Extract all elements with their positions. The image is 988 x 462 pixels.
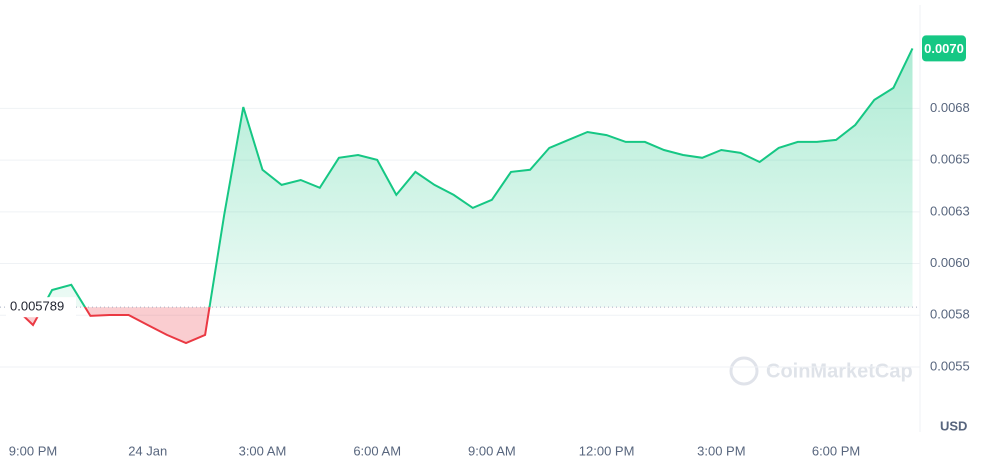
x-tick-label: 3:00 PM	[697, 443, 745, 458]
x-tick-label: 6:00 AM	[353, 443, 401, 458]
y-tick-label: 0.0055	[930, 358, 970, 373]
y-tick-label: 0.0058	[930, 307, 970, 322]
y-tick-label: 0.0068	[930, 100, 970, 115]
x-tick-label: 6:00 PM	[812, 443, 860, 458]
y-tick-label: 0.0063	[930, 203, 970, 218]
watermark-text: CoinMarketCap	[766, 360, 913, 382]
price-line-down	[13, 307, 211, 345]
x-tick-label: 12:00 PM	[579, 443, 635, 458]
y-tick-label: 0.0065	[930, 152, 970, 167]
baseline-label-bg	[6, 297, 76, 318]
x-tick-label: 9:00 AM	[468, 443, 516, 458]
x-tick-label: 3:00 AM	[239, 443, 287, 458]
area-below	[13, 307, 913, 343]
currency-label: USD	[940, 418, 967, 433]
current-price-label: 0.0070	[924, 41, 964, 56]
y-tick-label: 0.0060	[930, 255, 970, 270]
price-line-up	[13, 47, 914, 308]
area-above	[13, 48, 913, 308]
watermark: CoinMarketCap	[729, 356, 913, 386]
x-tick-label: 24 Jan	[128, 443, 167, 458]
baseline-label: 0.005789	[10, 299, 64, 314]
x-tick-label: 9:00 PM	[9, 443, 57, 458]
current-price-badge	[922, 35, 966, 62]
